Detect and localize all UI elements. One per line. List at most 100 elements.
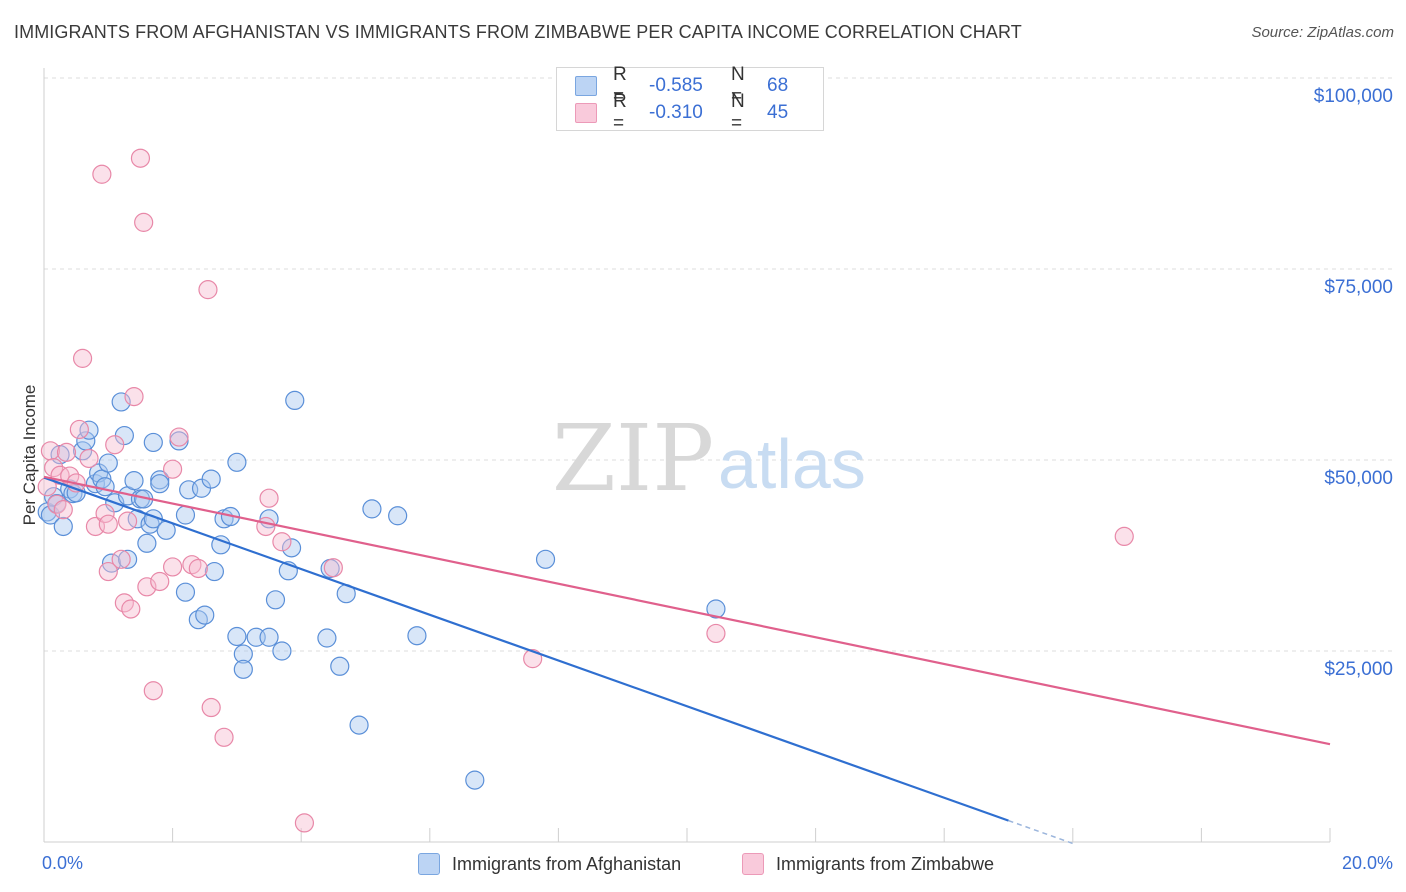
- y-tick-label: $25,000: [1324, 659, 1393, 680]
- data-point-afghanistan: [233, 659, 253, 679]
- data-point-zimbabwe: [188, 558, 208, 579]
- trend-line-afghanistan-extension: [1008, 819, 1074, 845]
- legend-swatch-zimbabwe: [742, 853, 764, 875]
- data-point-afghanistan: [111, 392, 131, 412]
- data-point-afghanistan: [281, 538, 302, 558]
- legend-r-label: R =: [613, 91, 627, 134]
- y-tick-label: $50,000: [1324, 468, 1393, 489]
- watermark: ZIP atlas: [552, 405, 866, 512]
- legend-label-afghanistan: Immigrants from Afghanistan: [452, 853, 682, 874]
- correlation-legend: R = -0.585 N = 68 R = -0.310 N = 45: [556, 64, 824, 134]
- data-point-afghanistan: [259, 627, 279, 647]
- data-point-zimbabwe: [124, 386, 144, 407]
- data-point-zimbabwe: [150, 571, 170, 592]
- data-point-zimbabwe: [272, 532, 292, 552]
- data-point-afghanistan: [407, 626, 427, 646]
- data-point-afghanistan: [233, 644, 253, 664]
- data-point-afghanistan: [143, 432, 163, 453]
- data-point-afghanistan: [349, 715, 369, 735]
- data-point-zimbabwe: [706, 623, 726, 644]
- legend-label-zimbabwe: Immigrants from Zimbabwe: [776, 853, 995, 874]
- legend-n-label: N =: [731, 64, 745, 107]
- data-point-afghanistan: [362, 499, 382, 519]
- data-point-zimbabwe: [259, 488, 279, 508]
- grid-lines: [44, 77, 1394, 652]
- data-point-afghanistan: [98, 453, 118, 473]
- y-tick-label: $100,000: [1314, 86, 1393, 107]
- trend-line-zimbabwe: [43, 475, 1331, 746]
- data-point-zimbabwe: [44, 458, 64, 478]
- data-point-zimbabwe: [111, 549, 131, 569]
- tick-labels: $25,000 $50,000 $75,000 $100,000 0.0% 20.0%: [42, 86, 1393, 873]
- trend-line-afghanistan: [43, 476, 1009, 822]
- data-point-afghanistan: [175, 505, 196, 525]
- data-point-zimbabwe: [40, 441, 61, 461]
- data-point-zimbabwe: [79, 448, 99, 469]
- legend-swatch-afghanistan: [418, 853, 440, 875]
- data-point-zimbabwe: [137, 577, 157, 597]
- data-point-zimbabwe: [98, 514, 118, 534]
- data-point-zimbabwe: [95, 503, 115, 524]
- data-point-zimbabwe: [105, 435, 125, 455]
- data-point-zimbabwe: [1114, 526, 1134, 547]
- data-point-zimbabwe: [214, 727, 234, 747]
- data-point-afghanistan: [272, 641, 292, 661]
- data-point-afghanistan: [330, 656, 350, 676]
- data-point-zimbabwe: [72, 348, 93, 368]
- data-point-zimbabwe: [92, 164, 112, 184]
- legend-n-value: 45: [767, 102, 789, 123]
- data-point-zimbabwe: [98, 561, 118, 582]
- data-point-afghanistan: [388, 506, 408, 526]
- data-point-afghanistan: [204, 561, 224, 582]
- y-tick-label: $75,000: [1324, 277, 1393, 298]
- data-point-afghanistan: [195, 605, 215, 625]
- data-point-afghanistan: [706, 599, 726, 619]
- legend-swatch-zimbabwe: [575, 103, 597, 123]
- legend-r-value: -0.310: [649, 102, 703, 123]
- data-point-zimbabwe: [117, 511, 138, 531]
- watermark-atlas: atlas: [718, 425, 866, 503]
- data-point-afghanistan: [95, 477, 115, 497]
- watermark-zip: ZIP: [552, 405, 714, 512]
- trend-lines: [43, 475, 1331, 845]
- data-point-zimbabwe: [130, 148, 151, 168]
- data-point-zimbabwe: [47, 494, 67, 514]
- legend-swatch-afghanistan: [575, 76, 597, 96]
- data-point-zimbabwe: [69, 419, 89, 440]
- x-tick-label: 0.0%: [42, 853, 83, 873]
- data-point-zimbabwe: [198, 280, 218, 300]
- data-point-afghanistan: [317, 628, 337, 648]
- legend-row-afghanistan: R = -0.585 N = 68: [575, 64, 789, 107]
- legend-n-label: N =: [731, 91, 745, 134]
- data-point-afghanistan: [175, 582, 196, 602]
- data-point-zimbabwe: [201, 697, 221, 718]
- data-point-afghanistan: [201, 469, 221, 489]
- data-point-afghanistan: [124, 471, 144, 491]
- data-point-zimbabwe: [163, 557, 183, 577]
- data-point-afghanistan: [150, 474, 170, 494]
- x-tick-label: 20.0%: [1342, 853, 1393, 873]
- data-point-afghanistan: [53, 516, 73, 537]
- data-point-afghanistan: [79, 420, 99, 440]
- axes: [43, 68, 1331, 843]
- legend-item-afghanistan: Immigrants from Afghanistan: [418, 853, 681, 875]
- data-point-afghanistan: [40, 505, 61, 525]
- chart-title: IMMIGRANTS FROM AFGHANISTAN VS IMMIGRANT…: [14, 22, 1022, 42]
- source-label: Source: ZipAtlas.com: [1251, 24, 1394, 41]
- data-point-afghanistan: [285, 390, 305, 411]
- data-point-zimbabwe: [53, 500, 73, 520]
- data-point-zimbabwe: [323, 558, 343, 578]
- data-point-afghanistan: [227, 626, 247, 647]
- data-point-afghanistan: [535, 549, 556, 569]
- legend-item-zimbabwe: Immigrants from Zimbabwe: [742, 853, 994, 875]
- data-point-zimbabwe: [256, 516, 276, 537]
- data-point-afghanistan: [465, 770, 485, 790]
- data-point-zimbabwe: [143, 681, 163, 701]
- data-point-afghanistan: [227, 452, 247, 472]
- data-point-afghanistan: [137, 533, 157, 553]
- data-point-zimbabwe: [169, 427, 189, 447]
- data-point-zimbabwe: [121, 599, 141, 619]
- data-point-afghanistan: [265, 590, 286, 610]
- legend-n-value: 68: [767, 75, 789, 96]
